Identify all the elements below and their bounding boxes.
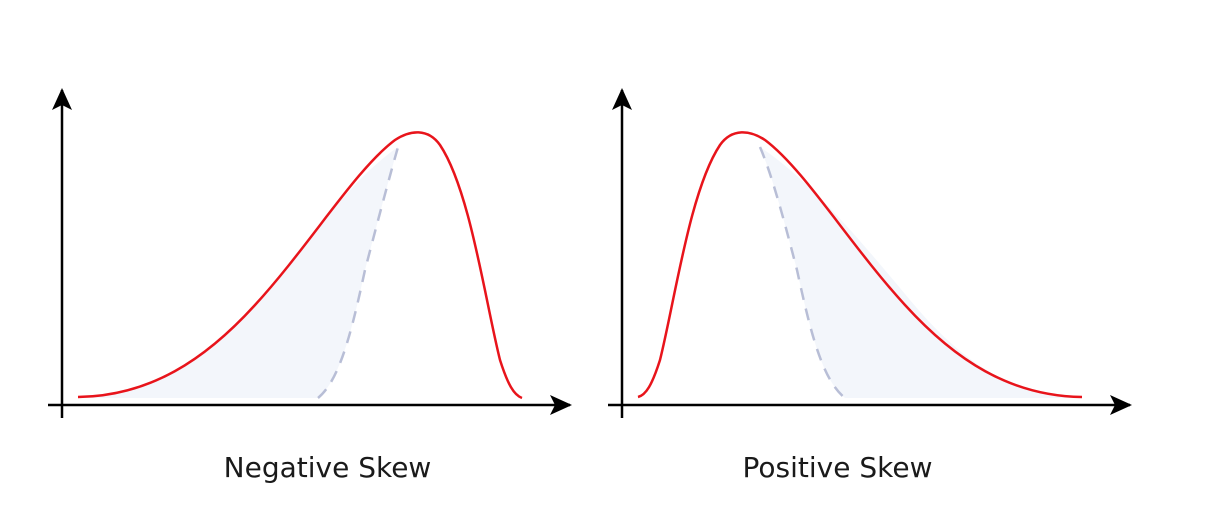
- positive-skew-symmetric-reference: [758, 146, 846, 399]
- positive-skew-shaded-area: [760, 147, 1082, 398]
- negative-skew-curve: [77, 131, 523, 400]
- negative-skew-shaded-area: [78, 147, 398, 398]
- positive-skew-caption: Positive Skew: [742, 451, 933, 484]
- negative-skew-plot: [48, 88, 572, 418]
- negative-skew-caption: Negative Skew: [223, 451, 432, 484]
- positive-skew-panel: Positive Skew: [560, 0, 1210, 512]
- positive-skew-curve: [637, 131, 1083, 399]
- positive-skew-plot: [608, 88, 1132, 418]
- negative-skew-symmetric-reference: [317, 146, 400, 399]
- negative-skew-panel: Negative Skew: [48, 88, 572, 484]
